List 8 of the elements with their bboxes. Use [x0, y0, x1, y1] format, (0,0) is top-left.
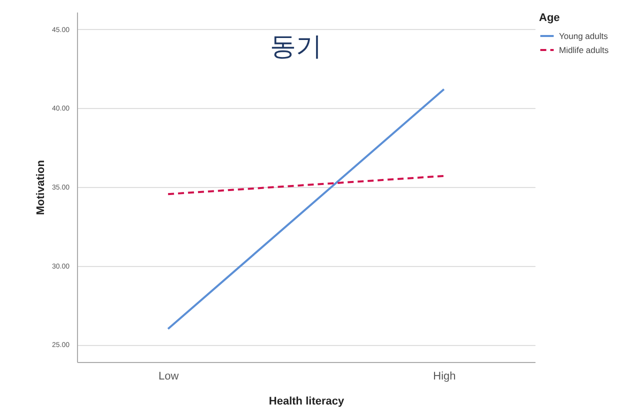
text: 동기: [270, 31, 322, 61]
x-tick-label: High: [433, 370, 456, 382]
x-axis-title: Health literacy: [268, 396, 345, 408]
y-axis-title: Motivation: [34, 160, 47, 215]
legend-label: Young adults: [559, 31, 608, 41]
x-tick-label: Low: [158, 370, 179, 382]
legend-label: Midlife adults: [559, 45, 609, 55]
legend-title: Age: [539, 12, 560, 24]
